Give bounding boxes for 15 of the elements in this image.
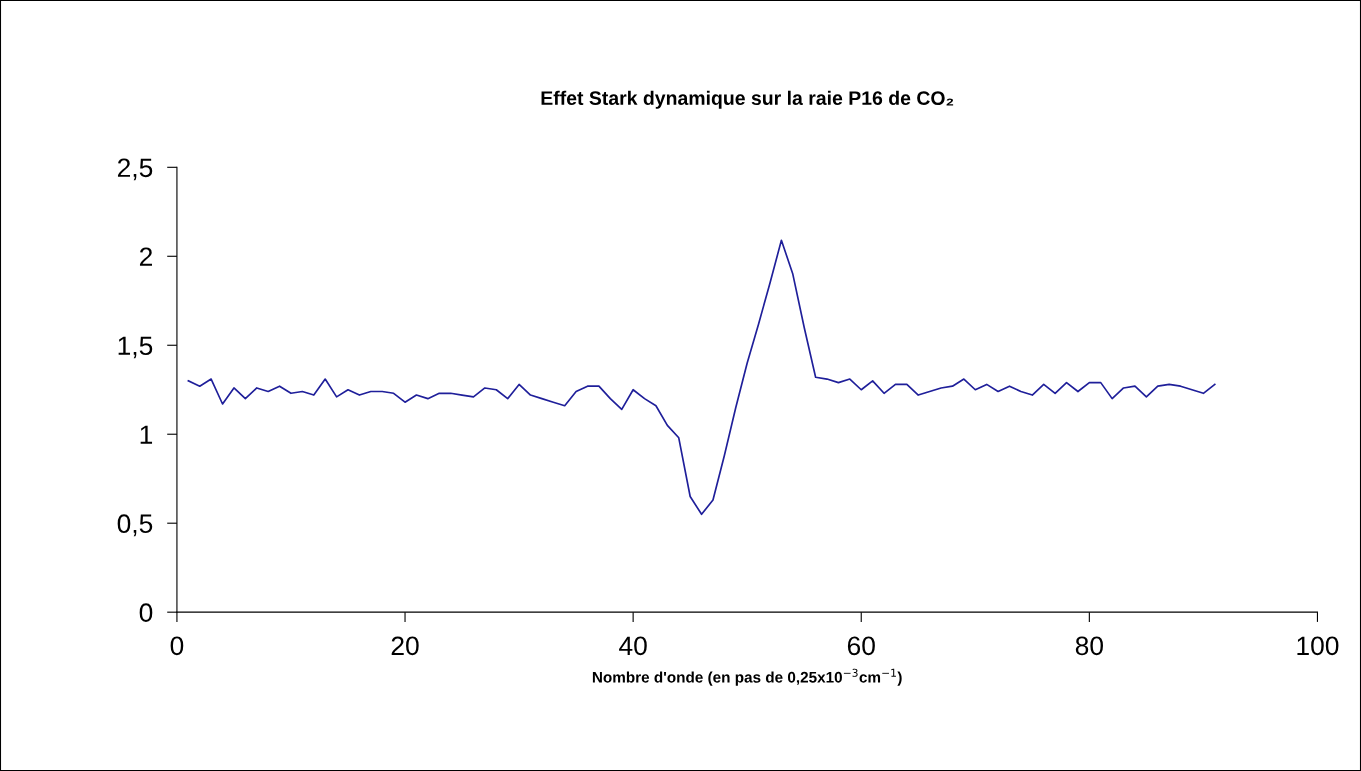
x-tick-label: 0 xyxy=(170,636,184,656)
x-axis-title: Nombre d'onde (en pas de 0,25x10$^{−3}$cm$^{−1}$) xyxy=(592,668,902,686)
chart-title: Effet Stark dynamique sur la raie P16 de CO₂ xyxy=(541,90,954,109)
x-tick-label: 100 xyxy=(1297,636,1339,656)
x-tick-label: 40 xyxy=(619,636,647,656)
y-tick-label: 0,5 xyxy=(117,514,153,537)
x-tick-label: 80 xyxy=(1075,636,1103,656)
line-series xyxy=(187,239,1216,516)
y-tick-label: 0 xyxy=(139,603,153,622)
y-tick-label: 1 xyxy=(140,425,153,444)
y-tick-label: 2,5 xyxy=(117,158,153,181)
y-tick-label: 1,5 xyxy=(118,336,153,359)
y-tick-label: 2 xyxy=(139,247,152,266)
x-tick-label: 60 xyxy=(847,636,875,656)
x-tick-label: 20 xyxy=(391,636,419,656)
